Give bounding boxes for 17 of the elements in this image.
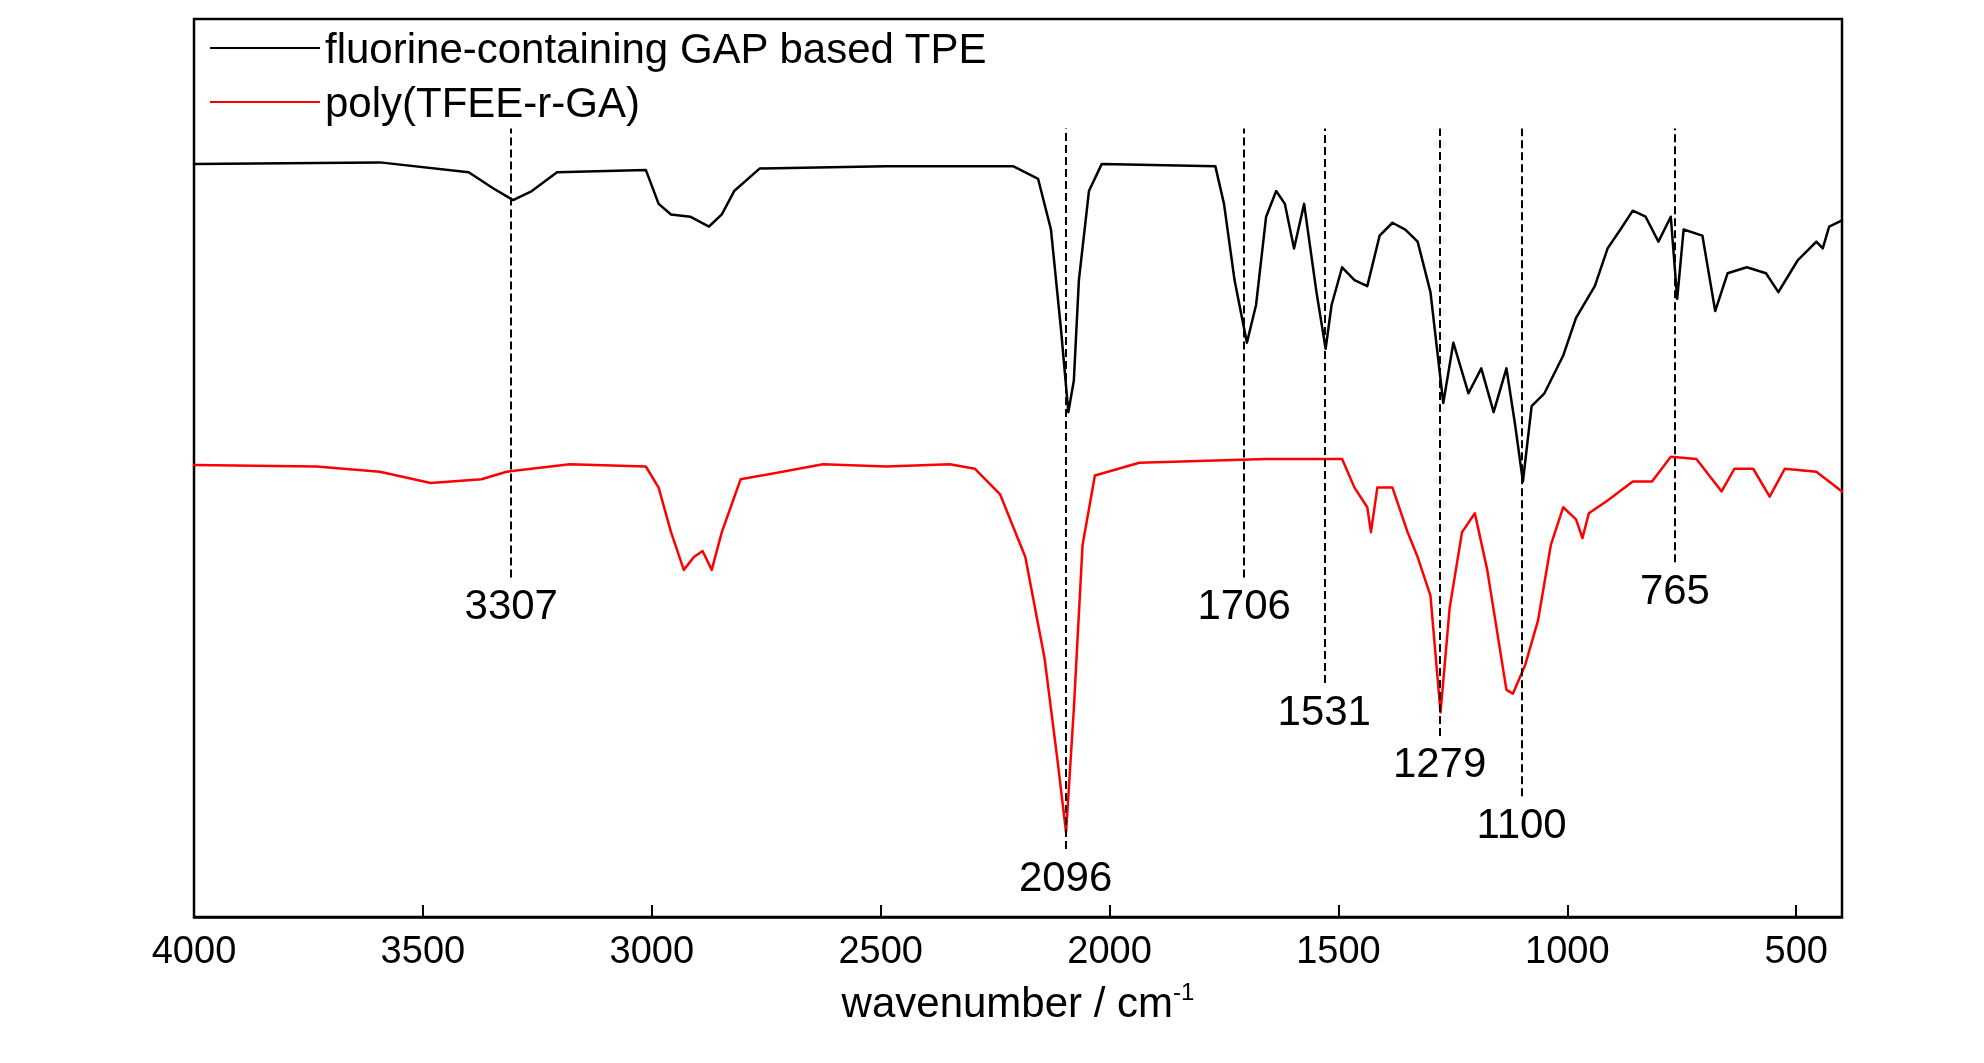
ref-line-label: 1706 — [1197, 580, 1291, 628]
x-tick-label: 2000 — [1067, 929, 1152, 971]
ref-line-label: 3307 — [464, 580, 558, 628]
ref-line-label: 765 — [1639, 565, 1710, 613]
x-tick-label: 3000 — [609, 929, 695, 971]
x-tick-label: 500 — [1764, 929, 1828, 971]
x-tick-label: 3500 — [380, 929, 466, 971]
ref-line-label: 1100 — [1476, 799, 1567, 847]
ref-line-label: 2096 — [1018, 852, 1113, 900]
legend-label: fluorine-containing GAP based TPE — [325, 24, 987, 72]
ref-line-label: 1279 — [1392, 739, 1487, 787]
ref-line-label: 1531 — [1277, 686, 1371, 734]
x-tick-label: 4000 — [151, 929, 237, 971]
x-tick-label: 1500 — [1296, 929, 1381, 971]
legend-label: poly(TFEE-r-GA) — [325, 78, 640, 126]
x-tick-label: 1000 — [1525, 929, 1610, 971]
x-tick-label: 2500 — [838, 929, 923, 971]
